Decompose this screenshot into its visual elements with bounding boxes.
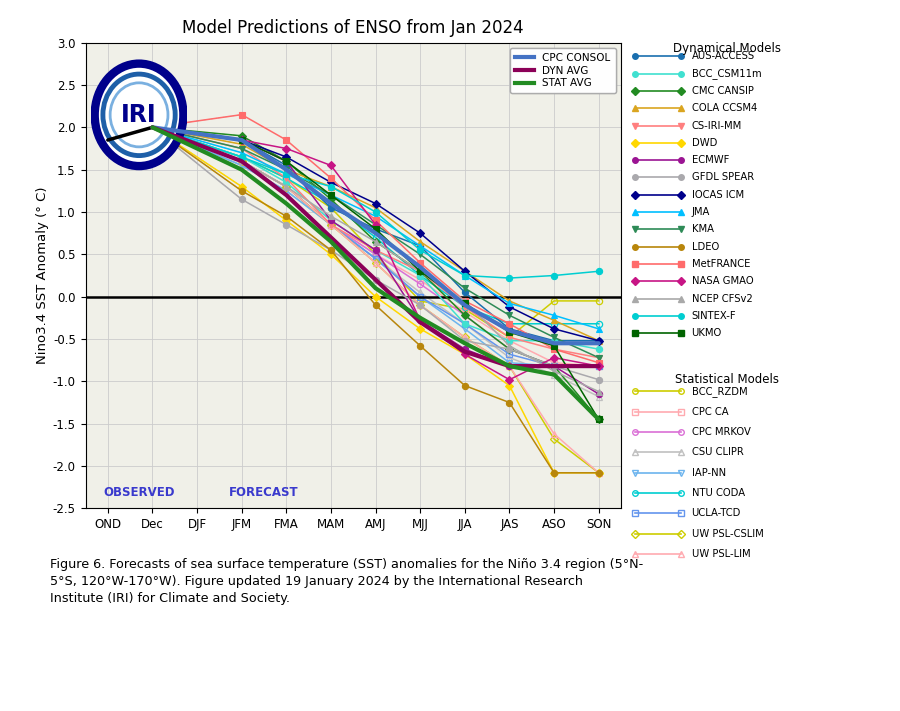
Text: BCC_RZDM: BCC_RZDM [691,386,747,397]
Text: IOCAS ICM: IOCAS ICM [691,190,743,200]
Text: UCLA-TCD: UCLA-TCD [691,508,741,518]
Text: KMA: KMA [691,225,714,235]
Text: AUS-ACCESS: AUS-ACCESS [691,51,755,61]
Text: NTU CODA: NTU CODA [691,488,744,498]
Y-axis label: Nino3.4 SST Anomaly (° C): Nino3.4 SST Anomaly (° C) [36,187,49,364]
Text: GFDL SPEAR: GFDL SPEAR [691,173,753,183]
Text: NCEP CFSv2: NCEP CFSv2 [691,294,752,304]
Text: FORECAST: FORECAST [230,486,299,498]
Text: MetFRANCE: MetFRANCE [691,259,750,269]
Text: UW PSL-CSLIM: UW PSL-CSLIM [691,529,763,539]
Text: UKMO: UKMO [691,328,722,338]
Text: COLA CCSM4: COLA CCSM4 [691,103,757,113]
Text: ECMWF: ECMWF [691,155,729,165]
Text: NASA GMAO: NASA GMAO [691,277,753,287]
Text: Dynamical Models: Dynamical Models [673,42,781,55]
Text: CMC CANSIP: CMC CANSIP [691,86,753,96]
Text: JMA: JMA [691,207,710,217]
Text: LDEO: LDEO [691,242,719,252]
Text: CPC CA: CPC CA [691,407,728,417]
Legend: CPC CONSOL, DYN AVG, STAT AVG: CPC CONSOL, DYN AVG, STAT AVG [510,48,616,93]
Text: DWD: DWD [691,138,717,148]
Text: SINTEX-F: SINTEX-F [691,311,736,321]
Text: CPC MRKOV: CPC MRKOV [691,427,751,437]
Text: CSU CLIPR: CSU CLIPR [691,447,743,457]
Text: UW PSL-LIM: UW PSL-LIM [691,549,751,559]
Text: Figure 6. Forecasts of sea surface temperature (SST) anomalies for the Niño 3.4 : Figure 6. Forecasts of sea surface tempe… [50,558,643,605]
Title: Model Predictions of ENSO from Jan 2024: Model Predictions of ENSO from Jan 2024 [183,19,524,37]
Text: Statistical Models: Statistical Models [676,373,779,386]
Text: BCC_CSM11m: BCC_CSM11m [691,68,761,79]
Text: CS-IRI-MM: CS-IRI-MM [691,121,742,131]
Text: OBSERVED: OBSERVED [104,486,175,498]
Text: IAP-NN: IAP-NN [691,468,725,478]
